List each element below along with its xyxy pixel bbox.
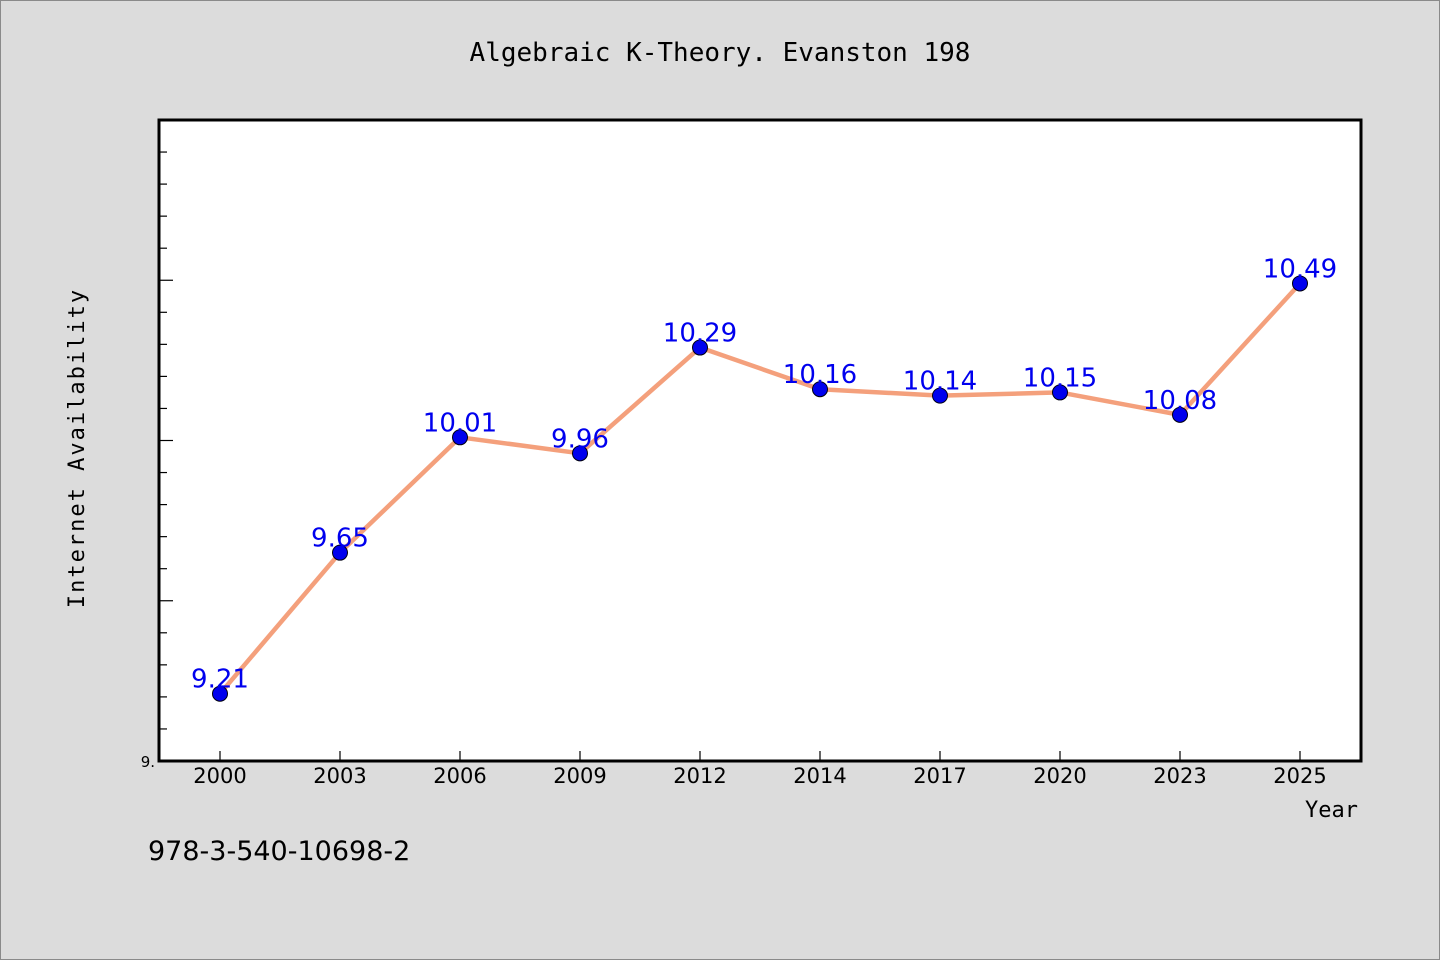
data-label: 10.49 [1263,254,1337,284]
data-label: 10.29 [663,319,737,349]
y-axis-label: Internet Availability [65,288,90,608]
data-label: 10.16 [783,360,857,390]
x-tick-label: 2020 [1033,764,1086,788]
series-line [218,281,1302,696]
x-tick-label: 2003 [313,764,366,788]
data-point [692,339,708,356]
x-tick-label: 2023 [1153,764,1206,788]
y-tick-label: 9. [141,753,155,771]
data-point [1052,384,1068,401]
x-tick-label: 2017 [913,764,966,788]
data-point [332,544,348,561]
x-axis-label: Year [1305,798,1358,823]
data-label: 10.01 [423,408,497,438]
x-tick-label: 2014 [793,764,846,788]
plot-area [157,118,1363,763]
data-label: 9.21 [191,665,249,695]
data-label: 10.08 [1143,386,1217,416]
data-label: 9.65 [311,524,369,554]
data-markers [212,275,1308,702]
data-point [212,685,228,702]
data-point [1292,275,1308,292]
series-line-group [218,281,1302,696]
y-axis-ticks: 9. [141,119,173,771]
x-tick-label: 2009 [553,764,606,788]
data-point [812,381,828,398]
data-point [452,429,468,446]
data-label: 10.14 [903,367,977,397]
data-point [572,445,588,462]
x-tick-label: 2000 [193,764,246,788]
data-labels: 9.21 9.65 10.01 9.96 10.29 10.16 10.14 10.15 10.… [191,254,1337,694]
x-tick-label: 2025 [1273,764,1326,788]
data-label: 9.96 [551,424,609,454]
data-point [1172,406,1188,423]
x-tick-label: 2006 [433,764,486,788]
data-point [932,387,948,404]
isbn-text: 978-3-540-10698-2 [148,836,411,867]
x-axis-ticks: 2000 2003 2006 2009 2012 2014 2017 2020 2023 2025 [193,751,1327,788]
data-label: 10.15 [1023,363,1097,393]
x-tick-label: 2012 [673,764,726,788]
chart-title: Algebraic K-Theory. Evanston 198 [470,38,971,68]
